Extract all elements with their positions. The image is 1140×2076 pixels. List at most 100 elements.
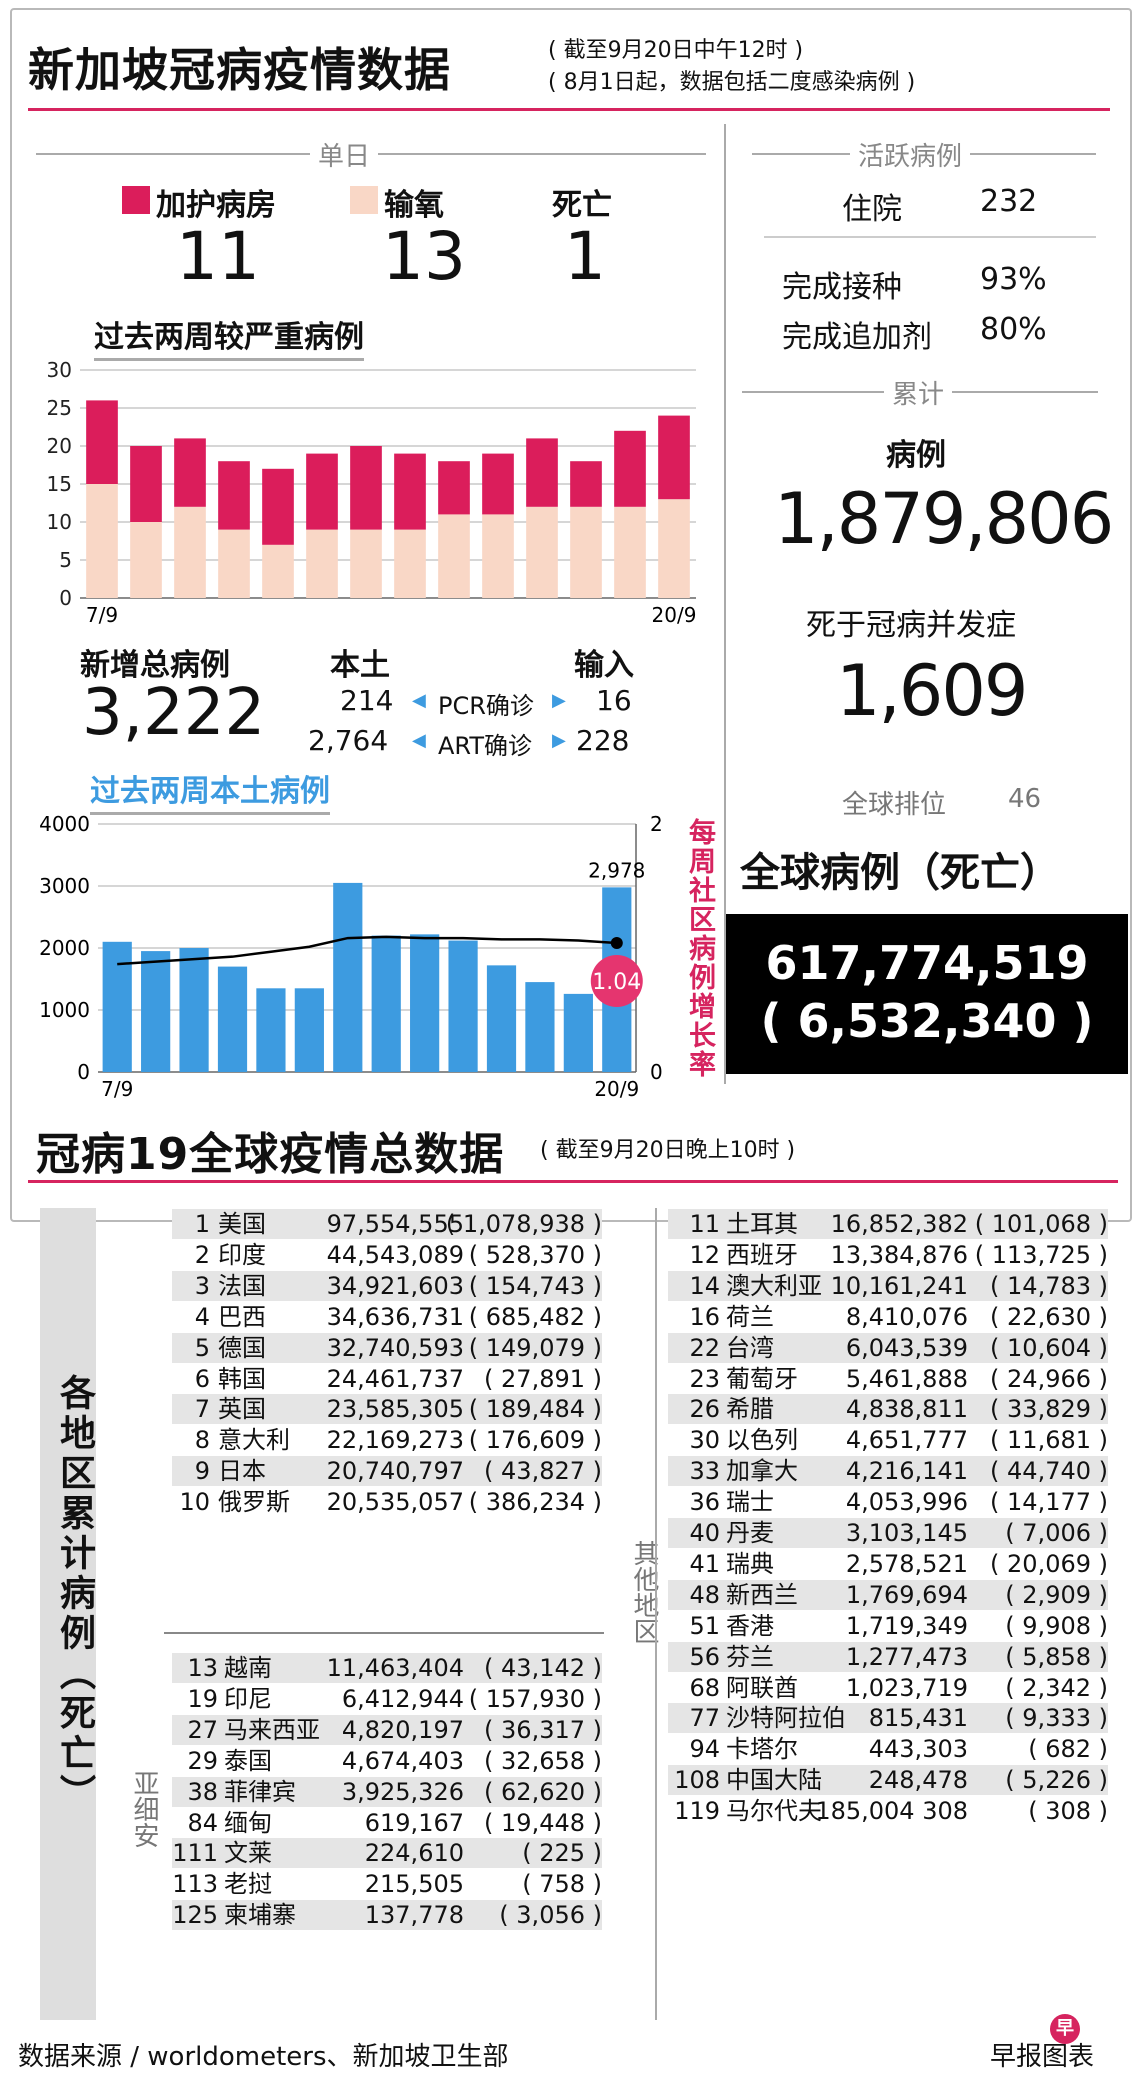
- bar-segment-输氧: [130, 522, 162, 598]
- deaths-cell: ( 33,829 ): [990, 1395, 1108, 1424]
- growth-rate-point: [610, 937, 623, 950]
- table-row: 2 印度 44,543,089( 528,370 ): [172, 1237, 602, 1273]
- rank-cell: 26: [689, 1395, 720, 1424]
- cases-cell: 137,778: [364, 1901, 464, 1930]
- rank-cell: 6: [194, 1364, 210, 1393]
- bar: [410, 934, 440, 1072]
- last-bar-label: 2,978: [588, 858, 645, 882]
- deaths-cell: ( 758 ): [522, 1870, 602, 1899]
- table-row: 1 美国 97,554,555( 1,078,938 ): [172, 1206, 602, 1242]
- y-tick-label: 5: [59, 548, 72, 572]
- bar-segment-输氧: [438, 514, 470, 598]
- table-row: 29 泰国 4,674,403 ( 32,658 ): [172, 1743, 602, 1779]
- growth-rate-badge: [590, 955, 643, 1008]
- bar: [486, 965, 517, 1072]
- global-rank-label: 全球排位: [842, 790, 947, 820]
- country-cell: 印度: [218, 1240, 266, 1269]
- bar: [256, 988, 286, 1072]
- deaths-cell: ( 43,142 ): [484, 1654, 602, 1682]
- title-underline: [28, 108, 1110, 111]
- bar-segment-加护病房: [658, 415, 690, 500]
- death-value: 1: [564, 218, 606, 295]
- global-box-label: 全球病例（死亡）: [740, 850, 1060, 896]
- row-shading: [668, 1456, 1108, 1487]
- y-tick-label: 4000: [39, 812, 90, 836]
- cases-cell: 1,277,473: [845, 1642, 968, 1671]
- asean-label: 亚细安: [129, 1770, 159, 1848]
- table-row: 40 丹麦 3,103,145 ( 7,006 ): [668, 1515, 1108, 1551]
- rank-cell: 108: [674, 1766, 720, 1795]
- cases-cell: 20,740,797: [326, 1457, 464, 1486]
- booster-value: 80%: [980, 312, 1047, 347]
- new-cases-label: 新增总病例: [80, 648, 230, 683]
- credit-note: 早报图表: [990, 2042, 1095, 2072]
- cases-cell: 224,610: [364, 1839, 464, 1868]
- row-shading: [668, 1703, 1108, 1734]
- death-label: 死亡: [552, 188, 612, 223]
- y-tick-label: 0: [77, 1060, 90, 1084]
- bar-segment-输氧: [262, 544, 294, 598]
- y2-tick-label: 2: [650, 812, 663, 836]
- table-row: 48 新西兰 1,769,694 ( 2,909 ): [668, 1577, 1108, 1613]
- bar: [448, 940, 478, 1072]
- table-row: 113 老挝 215,505 ( 758 ): [172, 1866, 602, 1902]
- country-cell: 香港: [726, 1611, 774, 1640]
- deaths-cell: ( 1,078,938 ): [445, 1210, 602, 1238]
- vaccinated-label: 完成接种: [782, 270, 902, 305]
- oxygen-value: 13: [382, 218, 466, 295]
- new-cases-total: 3,222: [82, 676, 266, 750]
- pcr-local-value: 214: [340, 684, 394, 717]
- row-shading: [172, 1653, 602, 1683]
- row-shading: [668, 1209, 1108, 1239]
- rank-cell: 3: [194, 1271, 210, 1300]
- y-tick-label: 2000: [39, 936, 90, 960]
- country-cell: 泰国: [224, 1746, 272, 1775]
- bar-segment-加护病房: [570, 461, 602, 507]
- deaths-cell: ( 62,620 ): [484, 1777, 602, 1806]
- cases-label: 病例: [886, 438, 946, 473]
- rank-cell: 5: [194, 1333, 210, 1362]
- rank-cell: 119: [674, 1797, 720, 1826]
- row-shading: [172, 1270, 602, 1301]
- y-tick-label: 30: [47, 358, 72, 382]
- cases-cell: 97,554,555: [326, 1210, 464, 1238]
- table-row: 7 英国 23,585,305( 189,484 ): [172, 1391, 602, 1427]
- arrow-right-icon: ▶: [552, 690, 566, 711]
- bar-segment-加护病房: [174, 438, 206, 507]
- x-tick-label: 20/9: [594, 1077, 639, 1101]
- cases-cell: 3,103,145: [845, 1519, 968, 1547]
- country-cell: 中国大陆: [726, 1766, 822, 1795]
- deaths-cell: ( 36,317 ): [484, 1715, 602, 1744]
- row-shading: [668, 1270, 1108, 1301]
- deaths-cell: ( 22,630 ): [990, 1302, 1108, 1331]
- rank-cell: 113: [172, 1870, 218, 1899]
- deaths-cell: ( 19,448 ): [484, 1808, 602, 1837]
- rank-cell: 125: [172, 1901, 218, 1930]
- country-cell: 印尼: [224, 1684, 272, 1713]
- cases-cell: 4,651,777: [845, 1426, 968, 1455]
- table-row: 51 香港 1,719,349 ( 9,908 ): [668, 1608, 1108, 1644]
- oxygen-legend-swatch: [350, 186, 378, 214]
- cases-cell: 34,636,731: [326, 1302, 464, 1331]
- deaths-cell: ( 176,609 ): [468, 1426, 602, 1455]
- country-cell: 越南: [224, 1654, 272, 1682]
- art-local-value: 2,764: [308, 724, 389, 757]
- row-shading: [668, 1518, 1108, 1548]
- bar-segment-加护病房: [218, 461, 250, 530]
- rank-cell: 77: [689, 1704, 720, 1733]
- rank-cell: 13: [187, 1654, 218, 1682]
- hospitalized-label: 住院: [842, 192, 902, 227]
- global-rank-value: 46: [1008, 784, 1042, 814]
- rank-cell: 16: [689, 1302, 720, 1331]
- bar-segment-输氧: [394, 529, 426, 598]
- icu-legend-swatch: [122, 186, 150, 214]
- active-divider: [764, 236, 1096, 238]
- row-shading: [172, 1394, 602, 1425]
- cases-cell: 4,820,197: [341, 1715, 464, 1744]
- table-row: 77 沙特阿拉伯 815,431 ( 9,333 ): [668, 1700, 1108, 1736]
- rank-cell: 22: [689, 1333, 720, 1362]
- global-table-note: ( 截至9月20日晚上10时 ): [540, 1138, 796, 1163]
- page-title: 新加坡冠病疫情数据: [28, 43, 451, 97]
- table-row: 23 葡萄牙 5,461,888 ( 24,966 ): [668, 1361, 1108, 1397]
- rank-cell: 29: [187, 1746, 218, 1775]
